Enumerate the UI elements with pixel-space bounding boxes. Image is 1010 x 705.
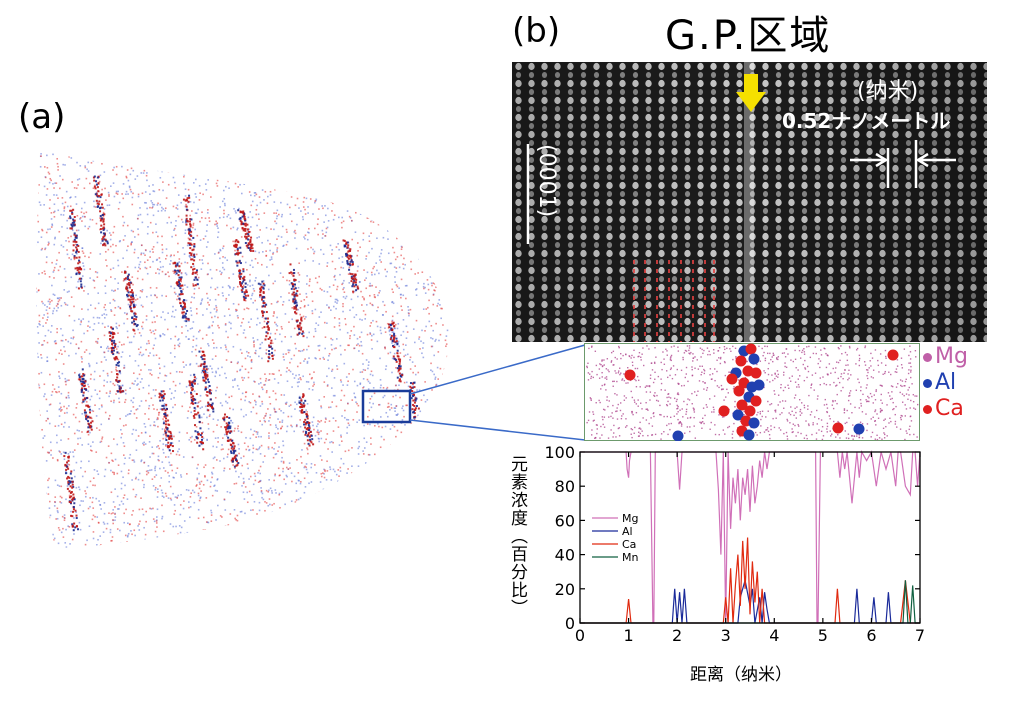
x-tick-label: 7 — [915, 626, 925, 645]
y-tick-label: 0 — [565, 614, 575, 633]
legend-al: Al — [923, 370, 968, 396]
chart-ylabel: 元素浓度（百分比） — [507, 455, 527, 617]
legend-ca: Ca — [923, 396, 968, 422]
tem-lattice-image: (纳米) 0.52ナノメートル (0001) — [512, 62, 987, 342]
x-tick-label: 0 — [575, 626, 585, 645]
chart-xlabel: 距离（纳米） — [690, 665, 792, 685]
yellow-arrow-icon — [736, 74, 766, 112]
x-tick-label: 6 — [866, 626, 876, 645]
tem-unit-label: (纳米) — [857, 79, 918, 104]
arrow-left-icon — [915, 152, 956, 168]
x-tick-label: 5 — [818, 626, 828, 645]
panel-b-label: (b) — [512, 11, 561, 51]
atom-map-legend: Mg Al Ca — [923, 344, 968, 422]
zoom-line-top — [409, 344, 586, 395]
zoom-selection-box — [361, 389, 412, 424]
legend-entry: Mn — [622, 551, 638, 564]
y-tick-label: 20 — [555, 580, 575, 599]
atom-map-strip — [584, 343, 920, 441]
legend-entry: Al — [622, 525, 633, 538]
chart-frame — [579, 451, 921, 624]
legend-entry: Ca — [622, 538, 636, 551]
tem-spacing-label: 0.52ナノメートル — [782, 109, 950, 133]
tem-direction-label: (0001) — [534, 144, 559, 217]
x-tick-label: 4 — [769, 626, 779, 645]
legend-entry: Mg — [622, 512, 638, 525]
x-tick-label: 2 — [672, 626, 682, 645]
legend-mg: Mg — [923, 344, 968, 370]
series-line-mg — [580, 450, 921, 624]
y-tick-label: 60 — [555, 511, 575, 530]
y-tick-label: 40 — [555, 546, 575, 565]
atom-cloud — [36, 150, 449, 548]
zoom-line-bottom — [409, 419, 586, 441]
x-tick-label: 3 — [721, 626, 731, 645]
arrow-right-icon — [850, 152, 889, 168]
tem-title: G.P.区域 — [665, 13, 832, 59]
x-tick-label: 1 — [623, 626, 633, 645]
panel-a-label: (a) — [18, 97, 66, 137]
y-tick-label: 80 — [555, 477, 575, 496]
y-tick-label: 100 — [544, 443, 575, 462]
